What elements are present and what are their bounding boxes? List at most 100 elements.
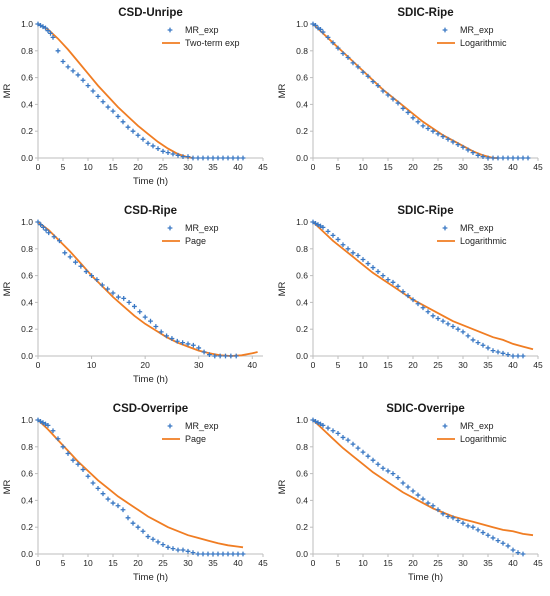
legend-label: Page (185, 236, 206, 246)
data-point (196, 345, 202, 351)
data-point (190, 550, 196, 556)
data-point (180, 340, 186, 345)
data-point (225, 551, 231, 557)
data-point (350, 250, 356, 256)
x-tick-label: 40 (233, 558, 243, 568)
data-point (105, 496, 111, 502)
data-point (215, 551, 221, 557)
legend: MR_exp Two-term exp (162, 25, 240, 48)
data-point (485, 155, 491, 161)
data-point (395, 100, 401, 106)
y-tick-label: 1.0 (21, 217, 33, 227)
data-point (460, 144, 466, 150)
y-tick-label: 0.0 (296, 153, 308, 163)
model-curve (37, 23, 194, 159)
data-point (125, 124, 131, 130)
x-tick-label: 15 (383, 162, 393, 172)
data-point (160, 148, 166, 154)
y-tick-label: 1.0 (21, 415, 33, 425)
data-point (425, 126, 431, 131)
data-point (415, 119, 421, 125)
x-tick-label: 10 (83, 558, 93, 568)
data-point (153, 324, 159, 329)
data-point (75, 72, 81, 78)
data-point (55, 48, 61, 54)
data-point (195, 551, 201, 557)
data-point (43, 25, 48, 31)
data-point (57, 238, 62, 244)
data-point (325, 228, 331, 234)
data-point (38, 22, 43, 28)
data-point (480, 342, 486, 348)
x-tick-label: 25 (433, 162, 443, 172)
x-tick-label: 35 (483, 162, 493, 172)
data-point (335, 45, 341, 51)
legend-marker-exp (442, 423, 448, 429)
y-axis-label: MR (277, 479, 288, 494)
data-point (80, 467, 86, 472)
data-point (126, 300, 132, 305)
y-axis-label: MR (277, 281, 288, 296)
data-point (40, 24, 46, 30)
data-point (515, 353, 521, 359)
x-tick-label: 30 (183, 558, 193, 568)
data-point (335, 431, 341, 436)
data-point (150, 143, 156, 149)
chart-panel-5: CSD-Overripe 0.0 0.2 0.4 0.6 0.8 1.0 0 5 10 15 20 25… (2, 403, 268, 583)
data-point (440, 318, 446, 324)
x-tick-label: 35 (483, 558, 493, 568)
x-tick-label: 25 (158, 162, 168, 172)
data-point (175, 152, 181, 158)
data-point (94, 277, 100, 283)
data-point (220, 551, 226, 557)
data-point (475, 340, 481, 345)
chart-title: SDIC-Ripe (397, 205, 453, 217)
data-point (137, 309, 143, 315)
data-point (38, 222, 44, 228)
legend-marker-exp (167, 423, 173, 429)
data-point (455, 142, 461, 147)
data-point (313, 220, 318, 226)
data-point (505, 155, 511, 161)
data-point (330, 233, 336, 238)
data-point (375, 461, 381, 467)
x-tick-label: 10 (358, 558, 368, 568)
legend: MR_exp Logarithmic (437, 223, 507, 246)
x-tick-label: 20 (408, 558, 418, 568)
data-point (365, 261, 371, 266)
x-tick-label: 15 (108, 162, 118, 172)
data-point (110, 108, 116, 114)
data-point (395, 283, 401, 289)
y-tick-label: 0.4 (296, 297, 308, 307)
data-point (500, 540, 506, 546)
x-tick-label: 30 (458, 162, 468, 172)
data-point (320, 29, 326, 35)
data-point (510, 547, 516, 553)
data-point (230, 551, 236, 557)
data-point (475, 527, 481, 533)
data-point (375, 83, 381, 89)
data-point (515, 550, 521, 556)
data-point (115, 294, 121, 300)
data-point (40, 224, 46, 230)
x-tick-label: 0 (36, 558, 41, 568)
data-point (235, 551, 241, 557)
data-point (210, 551, 216, 557)
data-point (200, 551, 206, 557)
y-tick-label: 0.6 (21, 271, 33, 281)
y-tick-label: 0.2 (21, 522, 33, 532)
data-point (480, 530, 486, 535)
data-point (318, 223, 323, 229)
experimental-points (35, 21, 246, 161)
data-point (35, 219, 41, 225)
data-point (435, 507, 441, 513)
data-point (420, 305, 426, 311)
x-tick-label: 15 (108, 558, 118, 568)
x-tick-label: 10 (87, 360, 97, 370)
data-point (212, 353, 218, 359)
data-point (490, 155, 496, 161)
data-point (445, 136, 451, 142)
x-tick-label: 30 (458, 558, 468, 568)
data-point (65, 451, 71, 456)
model-curve (312, 419, 534, 537)
